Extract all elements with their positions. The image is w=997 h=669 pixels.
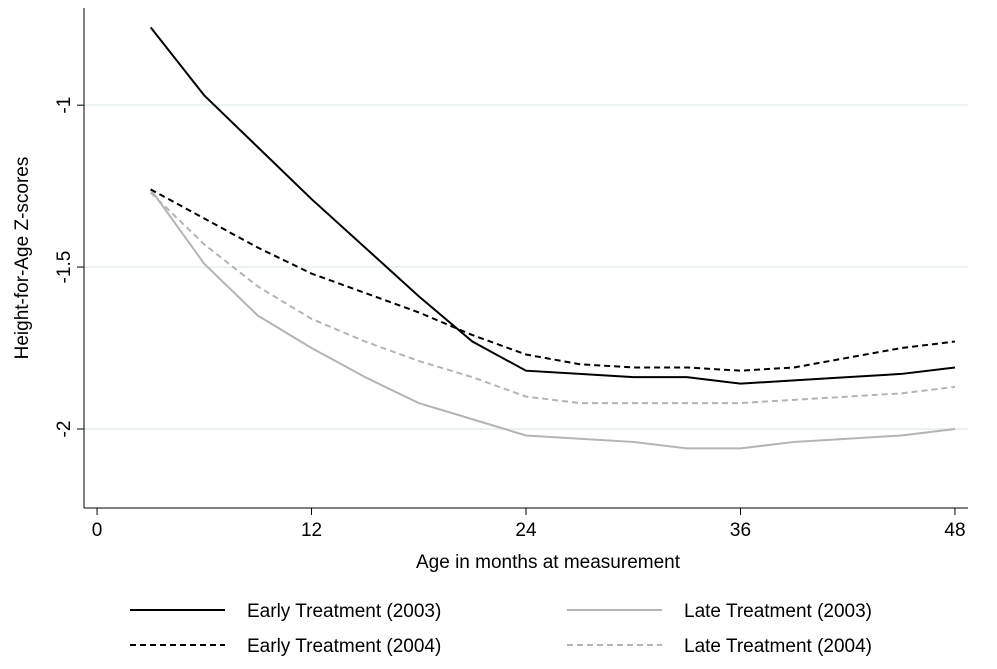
legend-label: Early Treatment (2004) (247, 636, 441, 657)
x-axis-label: Age in months at measurement (416, 552, 681, 573)
series-line (150, 188, 956, 372)
x-tick-label: 48 (944, 520, 965, 541)
x-tick-label: 24 (515, 520, 537, 541)
x-tick-label: 0 (92, 520, 103, 541)
y-tick-label: -1 (54, 97, 75, 114)
legend-label: Late Treatment (2004) (684, 636, 872, 657)
series-line (149, 191, 956, 405)
y-axis-label: Height-for-Age Z-scores (12, 157, 33, 360)
y-tick-label: -1.5 (54, 251, 75, 284)
legend-label: Late Treatment (2003) (684, 601, 872, 622)
series-line (149, 26, 956, 385)
x-tick-label: 12 (301, 520, 322, 541)
series-line (149, 188, 956, 450)
x-tick-label: 36 (730, 520, 751, 541)
legend-label: Early Treatment (2003) (247, 601, 441, 622)
y-tick-label: -2 (54, 421, 75, 438)
